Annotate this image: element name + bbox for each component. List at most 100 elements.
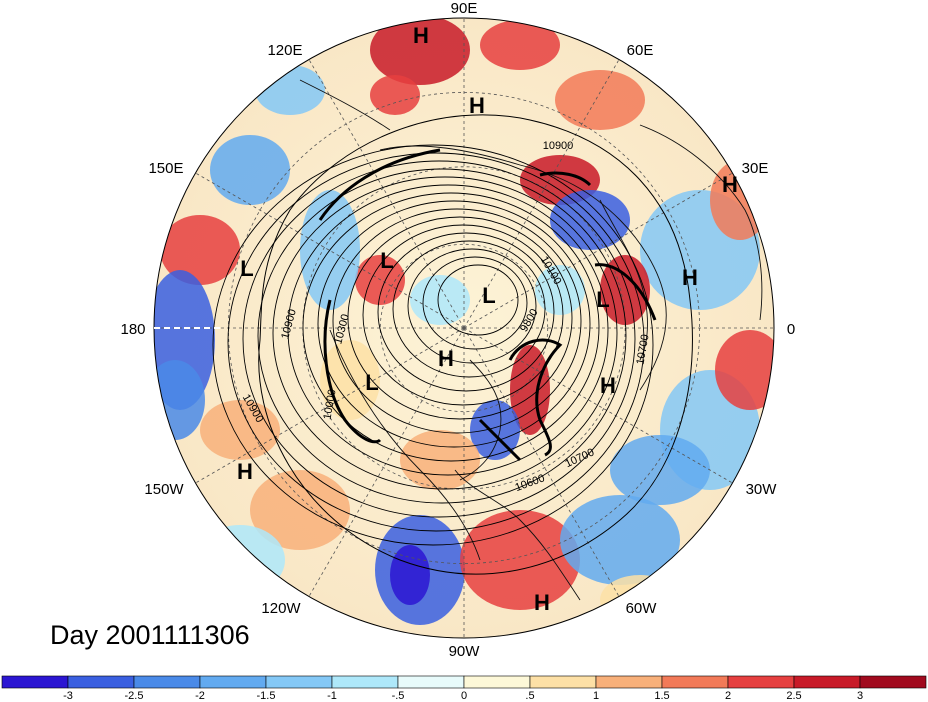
- high-center: H: [722, 172, 738, 197]
- meridian-line: [463, 59, 620, 329]
- colorbar-swatch: [67, 675, 135, 689]
- anomaly-patch: [560, 495, 680, 585]
- anomaly-patch: [210, 135, 290, 205]
- lon-label-120e: 120E: [267, 42, 302, 59]
- colorbar: -3 -2.5 -2 -1.5 -1 -.5 0 .5 1 1.5 2 2.5 3: [1, 675, 927, 702]
- anomaly-patch: [195, 525, 285, 595]
- colorbar-tick-label: -1: [327, 690, 337, 702]
- height-contour: [317, 200, 591, 448]
- pressure-centers: H H H H H H H H L L L L L: [237, 23, 738, 615]
- height-contours: [212, 114, 693, 575]
- coastlines: [299, 79, 763, 601]
- colorbar-swatch: [859, 675, 927, 689]
- height-contour: [242, 160, 636, 518]
- height-contour: [332, 208, 582, 434]
- colorbar-tick-label: -1.5: [257, 690, 276, 702]
- meridian-line: [463, 327, 620, 597]
- anomaly-patch: [410, 275, 470, 325]
- meridian-line: [195, 172, 465, 329]
- anomaly-patch: [510, 345, 550, 435]
- colorbar-swatch: [397, 675, 465, 689]
- height-contour: [302, 192, 600, 462]
- lon-label-180: 180: [120, 321, 145, 338]
- colorbar-tick-label: 0: [461, 690, 467, 702]
- colorbar-swatch: [661, 675, 729, 689]
- anomaly-patch: [390, 545, 430, 605]
- colorbar-swatch: [793, 675, 861, 689]
- colorbar-tick-label: .5: [525, 690, 534, 702]
- anomaly-patch: [535, 265, 585, 315]
- meridian-line: [463, 327, 733, 484]
- high-center: H: [600, 373, 616, 398]
- jet-contours: [318, 148, 657, 462]
- contour-label: 10700: [634, 333, 651, 365]
- meridian-line: [308, 327, 465, 597]
- height-contour: [392, 240, 546, 378]
- lon-label-150w: 150W: [144, 481, 184, 498]
- contour-label: 10900: [543, 140, 574, 152]
- colorbar-tick-label: -2.5: [125, 690, 144, 702]
- colorbar-tick-label: 2: [725, 690, 731, 702]
- anomaly-patch: [460, 510, 580, 610]
- colorbar-swatch: [1, 675, 69, 689]
- high-center: H: [237, 459, 253, 484]
- anomaly-patch: [160, 215, 240, 285]
- height-contour: [422, 256, 528, 350]
- high-center: H: [438, 346, 454, 371]
- height-contour: [257, 168, 627, 504]
- contour-label: 10000: [321, 388, 338, 420]
- lon-label-60e: 60E: [627, 42, 654, 59]
- colorbar-tick-label: -.5: [392, 690, 405, 702]
- colorbar-tick-label: 2.5: [786, 690, 801, 702]
- anomaly-patch: [555, 70, 645, 130]
- anomaly-patch: [610, 435, 710, 505]
- colorbar-tick-label: -2: [195, 690, 205, 702]
- height-contour: [407, 248, 537, 364]
- low-center: L: [365, 370, 378, 395]
- colorbar-tick-label: -3: [63, 690, 73, 702]
- meridian-line: [195, 327, 465, 484]
- anomaly-patch: [480, 20, 560, 70]
- lon-label-90w: 90W: [449, 643, 481, 660]
- colorbar-tick-label: 3: [857, 690, 863, 702]
- lon-label-150e: 150E: [148, 160, 183, 177]
- lon-label-120w: 120W: [261, 600, 301, 617]
- low-center: L: [596, 287, 609, 312]
- anomaly-patch: [154, 360, 205, 440]
- height-contour: [287, 184, 609, 476]
- lon-label-30w: 30W: [746, 481, 778, 498]
- lon-label-60w: 60W: [626, 600, 658, 617]
- colorbar-swatch: [529, 675, 597, 689]
- colorbar-swatch: [133, 675, 201, 689]
- colorbar-swatch: [463, 675, 531, 689]
- height-contour: [362, 224, 564, 406]
- meridian-line: [308, 59, 465, 329]
- anomaly-patch: [370, 75, 420, 115]
- anomaly-patch: [370, 18, 470, 85]
- anomaly-patch: [200, 400, 280, 460]
- height-contour: [272, 176, 618, 490]
- height-contour: [227, 152, 645, 532]
- anomaly-patch: [250, 470, 350, 550]
- anomaly-patch: [470, 400, 520, 460]
- height-contour: [212, 144, 654, 546]
- low-center: L: [380, 248, 393, 273]
- colorbar-swatch: [265, 675, 333, 689]
- lon-label-30e: 30E: [742, 160, 769, 177]
- meridian-line: [463, 172, 733, 329]
- height-contour: [258, 114, 693, 575]
- height-contour: [347, 216, 573, 420]
- longitude-labels: 90E 60E 30E 0 30W 60W 90W 120W 150W 180 …: [120, 0, 795, 660]
- lon-label-0: 0: [787, 321, 795, 338]
- low-center: L: [240, 256, 253, 281]
- anomaly-patch: [355, 255, 405, 305]
- low-center: L: [482, 283, 495, 308]
- map-title: Day 2001111306: [50, 620, 250, 650]
- high-center: H: [469, 93, 485, 118]
- high-center: H: [682, 265, 698, 290]
- anomaly-patch: [550, 190, 630, 250]
- height-contour: [377, 232, 555, 392]
- colorbar-swatch: [331, 675, 399, 689]
- latitude-circle: [379, 243, 549, 413]
